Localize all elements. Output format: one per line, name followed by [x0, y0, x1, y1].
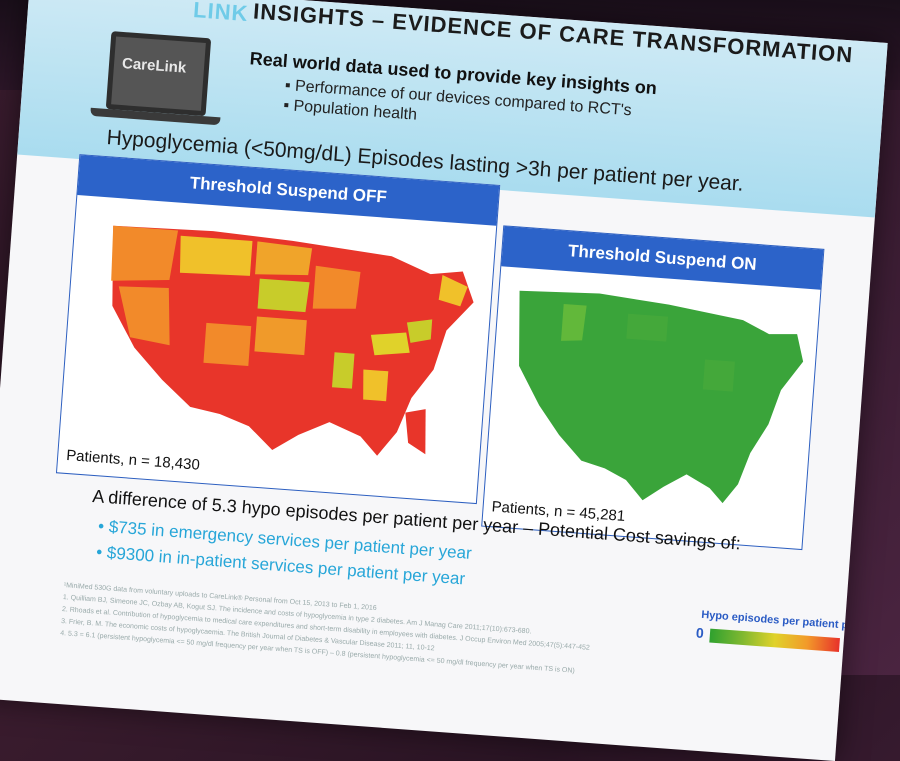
legend-min: 0 — [695, 624, 705, 642]
legend-max: 7 — [845, 635, 854, 653]
us-map-off — [111, 225, 474, 456]
legend-color-scale — [709, 628, 840, 653]
us-map-on — [519, 290, 804, 504]
panel-threshold-on: Threshold Suspend ON Patients, n = 45,28… — [481, 225, 825, 551]
carelink-laptop-icon: CareLink — [105, 31, 212, 117]
brand-fragment: LINK — [192, 0, 250, 27]
panel-threshold-off: Threshold Suspend OFF Patients, n = 18,4… — [55, 154, 501, 505]
carelink-logo-text: CareLink — [121, 54, 187, 77]
